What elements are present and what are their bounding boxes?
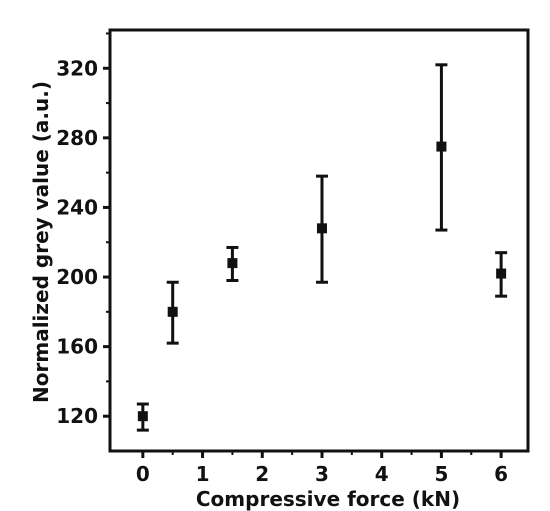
- y-tick-label: 320: [56, 56, 98, 80]
- y-tick-label: 240: [56, 195, 98, 219]
- y-axis-title: Normalized grey value (a.u.): [29, 81, 53, 403]
- data-point: [496, 268, 507, 279]
- data-point: [137, 411, 148, 422]
- data-points-layer: [137, 141, 507, 422]
- data-point: [167, 306, 178, 317]
- y-tick-label: 280: [56, 126, 98, 150]
- ticks-layer: 0 1 2 3 4 5 6 120 160 200 240 280 320: [56, 32, 508, 486]
- data-point: [436, 141, 447, 152]
- x-tick-label: 0: [136, 462, 150, 486]
- x-tick-label: 5: [434, 462, 448, 486]
- x-tick-label: 1: [196, 462, 210, 486]
- plot-frame: [108, 28, 530, 453]
- data-point: [227, 258, 238, 269]
- x-axis-title: Compressive force (kN): [196, 487, 460, 511]
- data-point: [316, 223, 327, 234]
- y-tick-label: 120: [56, 404, 98, 428]
- x-tick-label: 2: [255, 462, 269, 486]
- axes-layer: [108, 28, 530, 453]
- x-tick-label: 4: [375, 462, 389, 486]
- y-tick-label: 200: [56, 265, 98, 289]
- x-tick-label: 3: [315, 462, 329, 486]
- y-tick-label: 160: [56, 335, 98, 359]
- error-bars-layer: [136, 63, 508, 432]
- x-tick-label: 6: [494, 462, 508, 486]
